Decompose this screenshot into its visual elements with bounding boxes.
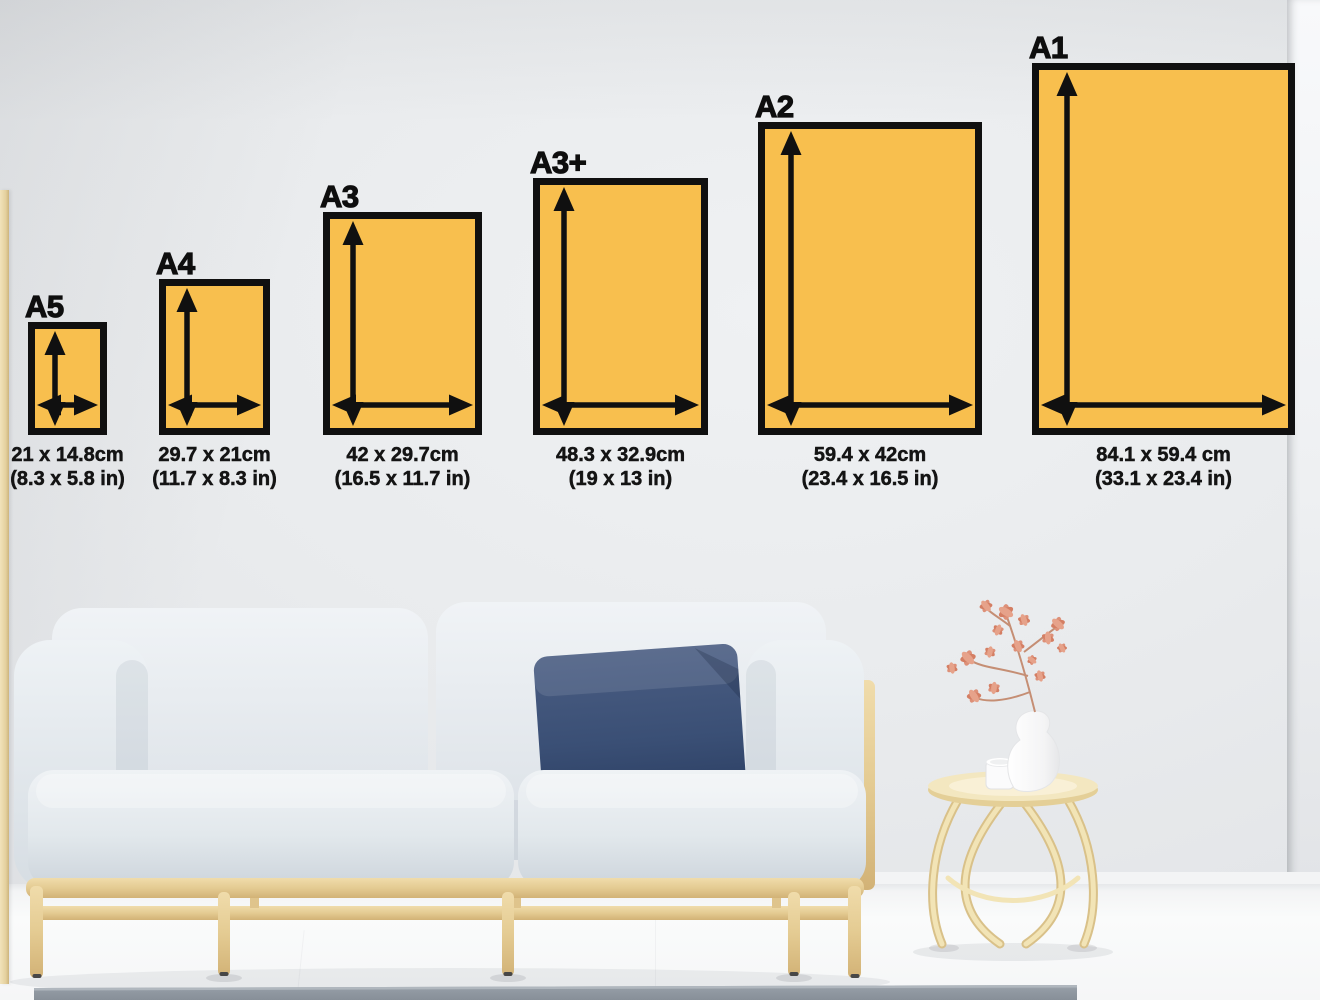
size-label: A4 [155, 246, 195, 281]
dimensions-in: (23.4 x 16.5 in) [801, 468, 939, 490]
coral-flowers [943, 597, 1070, 713]
width-arrow-icon [542, 394, 699, 416]
dimensions-in: (33.1 x 23.4 in) [1095, 468, 1232, 490]
dimensions-in: (11.7 x 8.3 in) [152, 468, 277, 490]
dimensions-cm: 48.3 x 32.9cm [556, 444, 686, 466]
sofa-wood-frame [26, 878, 864, 978]
size-label: A1 [1028, 30, 1068, 65]
dimensions-cm: 21 x 14.8cm [11, 444, 124, 466]
paper-size-panel-a3: A3 42 x 29.7cm (16.5 x 11.7 in) [319, 180, 482, 489]
size-rectangle [758, 122, 982, 435]
furniture-illustration [10, 597, 1113, 1000]
size-label: A2 [754, 89, 794, 124]
dimensions-cm: 84.1 x 59.4 cm [1096, 444, 1231, 466]
floor-seam [655, 920, 656, 1000]
white-vase [1007, 710, 1060, 792]
width-arrow-icon [37, 394, 98, 416]
dimensions-cm: 29.7 x 21cm [158, 444, 271, 466]
size-rectangle [28, 322, 107, 435]
size-label: A3 [319, 179, 359, 214]
size-label: A3+ [529, 145, 587, 180]
sofa-seat-cushion-right [518, 770, 866, 888]
dimensions-in: (16.5 x 11.7 in) [334, 468, 471, 490]
size-rectangle [1032, 63, 1295, 435]
wood-shelf-edge [0, 190, 9, 984]
size-rectangle [323, 212, 482, 435]
size-rectangle [159, 279, 270, 435]
width-arrow-icon [168, 394, 261, 416]
paper-size-panel-a3plus: A3+ 48.3 x 32.9cm (19 x 13 in) [529, 146, 708, 489]
dimensions-in: (19 x 13 in) [568, 468, 673, 490]
width-arrow-icon [1041, 394, 1286, 416]
sofa [14, 602, 875, 978]
side-table [928, 771, 1098, 949]
size-label: A5 [24, 289, 64, 324]
width-arrow-icon [767, 394, 973, 416]
paper-size-panel-a5: A5 21 x 14.8cm (8.3 x 5.8 in) [10, 290, 125, 489]
navy-pillow [533, 644, 747, 808]
paper-size-panel-a1: A1 84.1 x 59.4 cm (33.1 x 23.4 in) [1028, 31, 1295, 489]
dimensions-in: (8.3 x 5.8 in) [10, 468, 125, 490]
sofa-seat-cushion-left [28, 770, 514, 888]
rug [34, 985, 1077, 1000]
size-rectangle [533, 178, 708, 435]
dimensions-cm: 42 x 29.7cm [346, 444, 459, 466]
paper-size-panel-a4: A4 29.7 x 21cm (11.7 x 8.3 in) [152, 247, 277, 489]
paper-size-panel-a2: A2 59.4 x 42cm (23.4 x 16.5 in) [754, 90, 982, 489]
width-arrow-icon [332, 394, 473, 416]
dimensions-cm: 59.4 x 42cm [813, 444, 927, 466]
